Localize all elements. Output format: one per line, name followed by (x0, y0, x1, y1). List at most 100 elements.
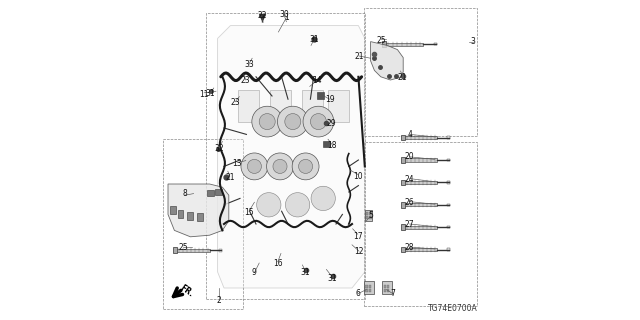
Text: 28: 28 (405, 243, 414, 252)
Bar (386, 43, 423, 46)
Text: 31: 31 (309, 35, 319, 44)
Text: 23: 23 (241, 76, 251, 85)
Bar (405, 181, 437, 184)
Bar (239, 90, 259, 122)
Text: 31: 31 (205, 89, 216, 98)
Circle shape (257, 193, 281, 217)
Bar (364, 281, 374, 294)
Bar (163, 139, 243, 309)
Circle shape (311, 186, 335, 211)
Circle shape (267, 153, 294, 180)
Bar (215, 189, 222, 195)
Text: 10: 10 (353, 172, 363, 180)
Bar (178, 210, 183, 218)
Bar (365, 210, 372, 221)
Bar (366, 212, 369, 215)
Circle shape (303, 106, 334, 137)
Bar (447, 136, 450, 139)
Bar (434, 43, 437, 45)
Text: 1: 1 (284, 13, 289, 22)
Text: 26: 26 (404, 198, 415, 207)
Bar (369, 285, 371, 288)
Text: 27: 27 (404, 220, 415, 229)
Bar (447, 204, 450, 206)
Bar (447, 226, 450, 228)
Circle shape (298, 159, 313, 173)
Bar (219, 249, 222, 252)
Bar (197, 213, 202, 221)
Text: 29: 29 (326, 119, 336, 128)
Bar (405, 136, 437, 139)
Bar (383, 281, 392, 294)
Text: 14: 14 (312, 76, 322, 85)
Bar (369, 212, 371, 215)
Circle shape (292, 153, 319, 180)
Text: 16: 16 (273, 259, 283, 268)
Text: 25: 25 (376, 36, 387, 44)
Polygon shape (371, 42, 403, 80)
Bar (405, 226, 437, 229)
Polygon shape (168, 184, 229, 237)
Bar (317, 92, 324, 99)
Bar (405, 158, 437, 162)
Bar (170, 206, 176, 214)
Bar (447, 159, 450, 161)
Text: 3: 3 (470, 37, 476, 46)
Text: 30: 30 (279, 10, 289, 19)
Bar (328, 90, 349, 122)
Text: 32: 32 (214, 144, 224, 153)
Bar (187, 212, 193, 220)
Text: 18: 18 (328, 141, 337, 150)
Bar (447, 248, 450, 251)
Bar (405, 248, 437, 251)
Bar (401, 180, 405, 185)
Bar (369, 216, 371, 219)
Text: 23: 23 (230, 98, 240, 107)
Bar (323, 141, 330, 147)
Text: 31: 31 (301, 268, 310, 277)
Circle shape (285, 193, 310, 217)
Text: 24: 24 (404, 175, 415, 184)
Circle shape (259, 114, 275, 130)
Text: 33: 33 (244, 60, 254, 69)
Text: 21: 21 (225, 173, 234, 182)
Bar (447, 181, 450, 184)
Text: 21: 21 (355, 52, 364, 60)
Text: 4: 4 (407, 130, 412, 139)
Bar (387, 289, 389, 292)
Text: 2: 2 (217, 296, 221, 305)
Bar (401, 202, 405, 208)
Text: 8: 8 (182, 189, 188, 198)
Bar (365, 285, 367, 288)
Bar (365, 289, 367, 292)
Circle shape (273, 159, 287, 173)
Text: 5: 5 (368, 212, 373, 220)
Text: 13: 13 (232, 159, 243, 168)
Bar (383, 285, 386, 288)
Bar (270, 90, 291, 122)
Bar (401, 135, 405, 140)
Circle shape (277, 106, 308, 137)
Text: 22: 22 (257, 11, 266, 20)
Text: 12: 12 (355, 247, 364, 256)
Bar (177, 249, 209, 252)
Bar (369, 289, 371, 292)
Bar (401, 247, 405, 252)
Text: 9: 9 (252, 268, 257, 277)
Text: 17: 17 (353, 232, 363, 241)
Bar (401, 224, 405, 230)
Circle shape (285, 114, 301, 130)
Bar (405, 203, 437, 206)
Bar (364, 142, 477, 306)
Bar (302, 90, 323, 122)
Text: 31: 31 (327, 274, 337, 283)
Text: 11: 11 (200, 90, 209, 99)
Bar (401, 157, 405, 163)
Circle shape (310, 114, 326, 130)
Text: 19: 19 (324, 95, 335, 104)
Circle shape (252, 106, 283, 137)
Text: 7: 7 (390, 289, 396, 298)
Bar (382, 41, 386, 47)
Bar (206, 13, 365, 299)
Bar (387, 285, 389, 288)
